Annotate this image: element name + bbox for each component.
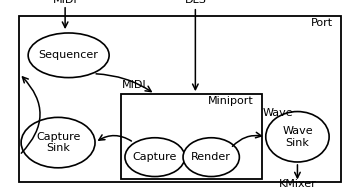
- Bar: [19, 16, 341, 182]
- Text: KMixer: KMixer: [278, 179, 316, 189]
- Text: Wave
Sink: Wave Sink: [282, 126, 313, 148]
- Text: DLS: DLS: [184, 0, 206, 5]
- Ellipse shape: [125, 138, 185, 177]
- Bar: [121, 94, 262, 179]
- Text: Wave: Wave: [262, 108, 293, 119]
- Ellipse shape: [183, 138, 239, 177]
- Text: Port: Port: [310, 18, 333, 29]
- Text: Capture
Sink: Capture Sink: [36, 132, 80, 153]
- Ellipse shape: [21, 117, 95, 168]
- Text: Miniport: Miniport: [208, 96, 253, 106]
- Ellipse shape: [28, 33, 109, 78]
- Text: MIDI: MIDI: [121, 80, 146, 90]
- Ellipse shape: [266, 112, 329, 162]
- Text: Sequencer: Sequencer: [39, 50, 99, 60]
- Text: MIDI: MIDI: [53, 0, 77, 5]
- Text: Capture: Capture: [133, 152, 177, 162]
- Text: Render: Render: [191, 152, 231, 162]
